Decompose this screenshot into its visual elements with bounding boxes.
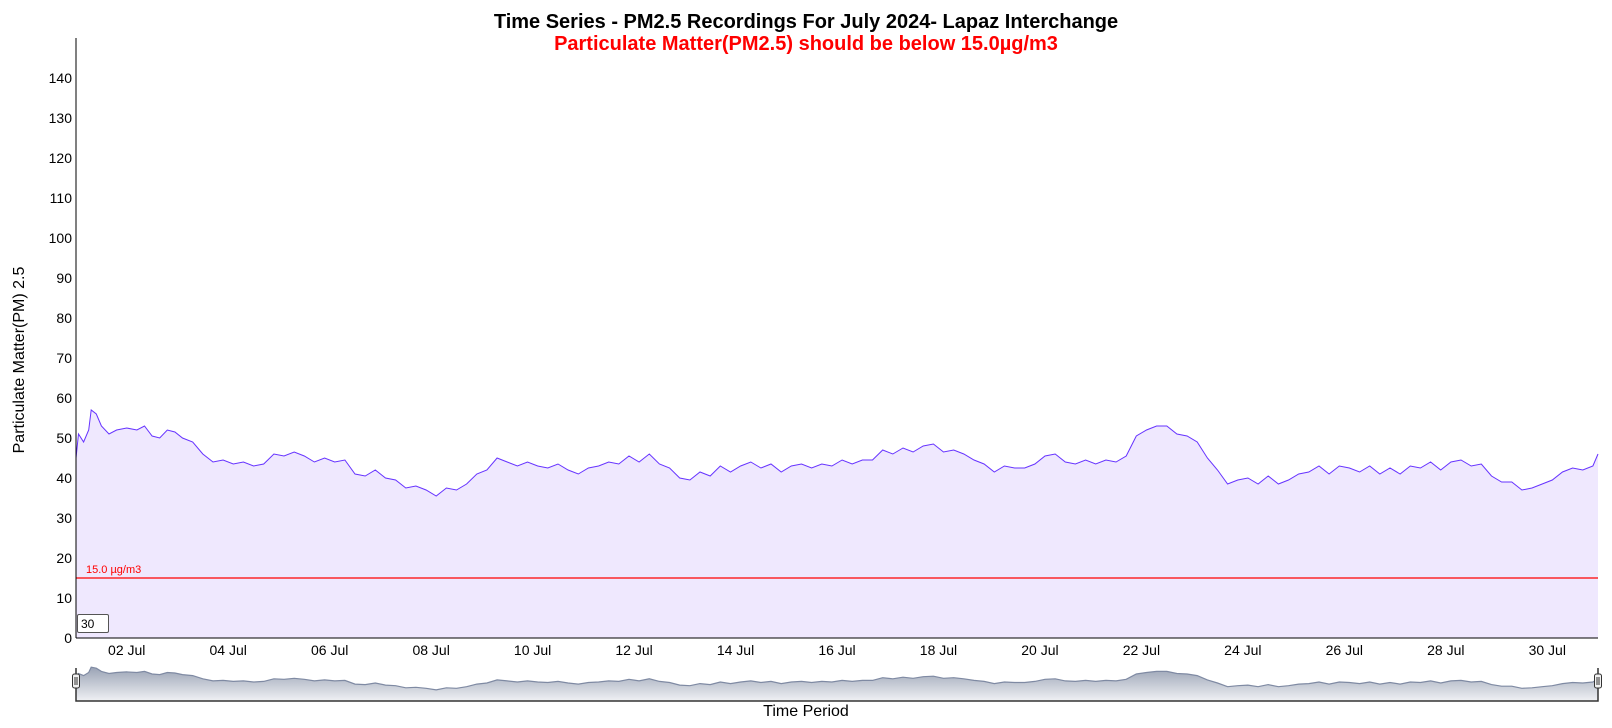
y-tick-label: 70 bbox=[56, 350, 72, 366]
y-tick-label: 60 bbox=[56, 390, 72, 406]
navigator-right-handle[interactable] bbox=[1594, 673, 1602, 689]
navigator-area bbox=[76, 667, 1598, 701]
x-tick-label: 08 Jul bbox=[412, 642, 449, 658]
range-navigator[interactable] bbox=[72, 666, 1602, 702]
y-tick-label: 40 bbox=[56, 470, 72, 486]
y-tick-label: 10 bbox=[56, 590, 72, 606]
navigator-line bbox=[75, 666, 1599, 691]
y-tick-label: 90 bbox=[56, 270, 72, 286]
x-tick-label: 28 Jul bbox=[1427, 642, 1464, 658]
series-line-0[interactable] bbox=[75, 409, 1599, 497]
series-area-0 bbox=[76, 410, 1598, 638]
period-input[interactable] bbox=[77, 614, 109, 633]
x-tick-label: 12 Jul bbox=[615, 642, 652, 658]
y-tick-label: 0 bbox=[64, 630, 72, 646]
x-axis: 02 Jul 04 Jul 06 Jul 08 Jul 10 Jul 12 Jul 14 J… bbox=[76, 637, 1598, 658]
x-tick-label: 16 Jul bbox=[818, 642, 855, 658]
x-tick-label: 02 Jul bbox=[108, 642, 145, 658]
y-axis-label: Particulate Matter(PM) 2.5 bbox=[11, 267, 28, 454]
y-tick-label: 100 bbox=[49, 230, 73, 246]
y-tick-label: 30 bbox=[56, 510, 72, 526]
x-tick-label: 22 Jul bbox=[1123, 642, 1160, 658]
navigator-left-handle[interactable] bbox=[72, 673, 80, 689]
y-tick-label: 110 bbox=[50, 190, 73, 206]
x-tick-label: 30 Jul bbox=[1529, 642, 1566, 658]
threshold-label: 15.0 µg/m3 bbox=[86, 564, 141, 576]
y-tick-label: 120 bbox=[49, 150, 73, 166]
x-tick-label: 24 Jul bbox=[1224, 642, 1261, 658]
x-tick-label: 10 Jul bbox=[514, 642, 551, 658]
y-tick-label: 80 bbox=[56, 310, 72, 326]
y-tick-label: 130 bbox=[49, 110, 73, 126]
y-tick-label: 20 bbox=[56, 550, 72, 566]
x-tick-label: 04 Jul bbox=[210, 642, 247, 658]
x-tick-label: 18 Jul bbox=[920, 642, 957, 658]
x-axis-label: Time Period bbox=[763, 703, 849, 720]
x-tick-label: 20 Jul bbox=[1021, 642, 1058, 658]
y-tick-label: 50 bbox=[56, 430, 72, 446]
y-tick-label: 140 bbox=[49, 70, 73, 86]
chart-subtitle: Particulate Matter(PM2.5) should be belo… bbox=[554, 33, 1058, 55]
chart-title: Time Series - PM2.5 Recordings For July … bbox=[494, 11, 1118, 33]
x-tick-label: 14 Jul bbox=[717, 642, 754, 658]
y-axis: 0 10 20 30 40 50 60 70 80 90 100 110 120 130 140 bbox=[49, 38, 77, 646]
x-tick-label: 06 Jul bbox=[311, 642, 348, 658]
x-tick-label: 26 Jul bbox=[1326, 642, 1363, 658]
plot-area: 15.0 µg/m3 bbox=[75, 409, 1599, 638]
